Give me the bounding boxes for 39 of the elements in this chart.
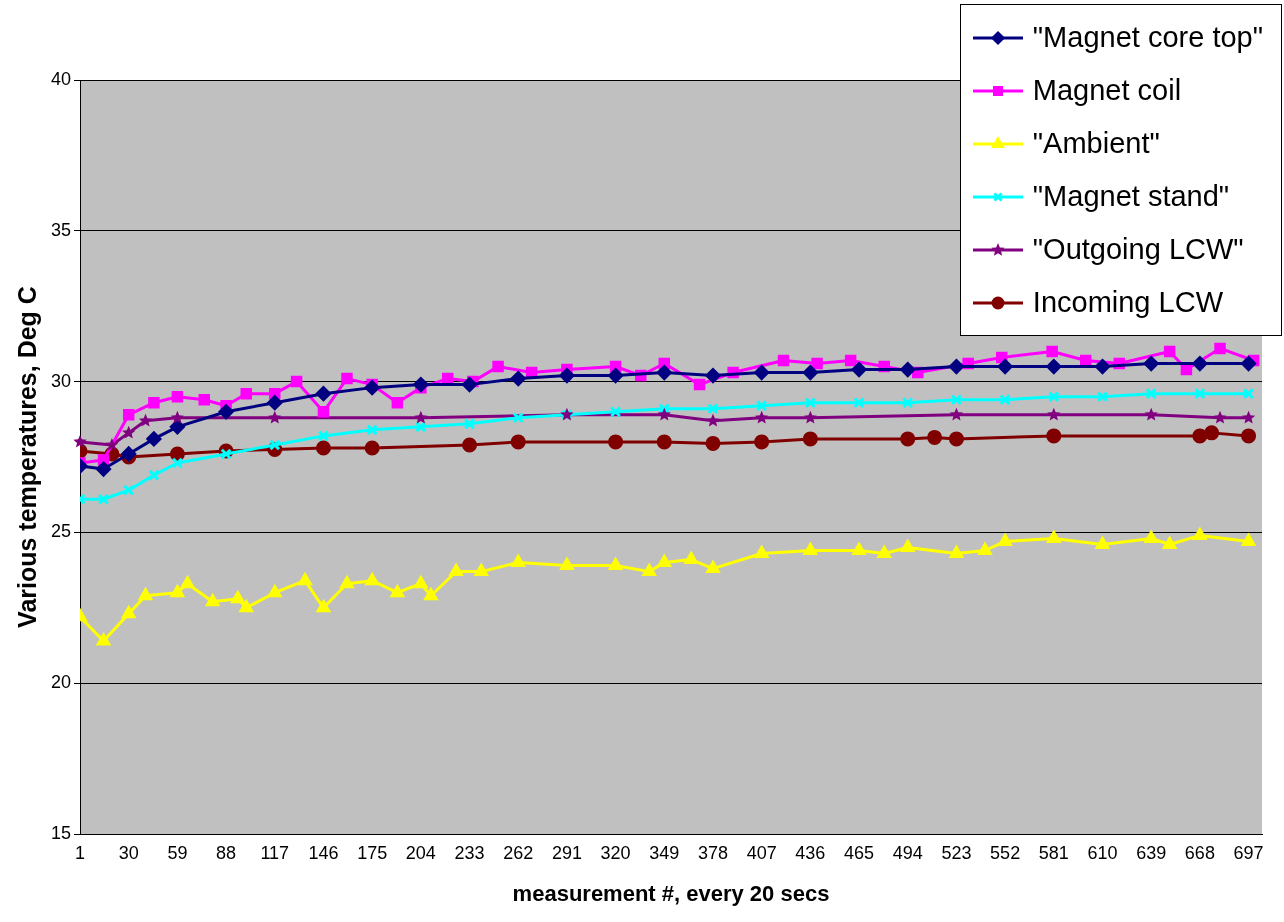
x-tick-label: 465 (844, 842, 875, 863)
y-tick-label: 35 (50, 219, 72, 240)
legend-label: "Magnet core top" (1032, 20, 1263, 55)
y-tick-label: 40 (50, 68, 72, 89)
y-tick-label: 20 (50, 672, 72, 693)
y-axis-title: Various temperatures, Deg C (12, 286, 41, 628)
x-tick-label: 378 (697, 842, 729, 863)
y-tick-label: 30 (50, 370, 72, 391)
y-tick-label: 25 (50, 521, 72, 542)
x-tick-label: 204 (405, 842, 436, 863)
legend-label: Incoming LCW (1032, 285, 1223, 320)
x-tick-label: 523 (941, 842, 972, 863)
x-tick-label: 233 (454, 842, 485, 863)
x-tick-label: 88 (216, 842, 237, 863)
x-tick-label: 59 (167, 842, 188, 863)
x-tick-label: 668 (1184, 842, 1215, 863)
x-axis-title: measurement #, every 20 secs (512, 880, 830, 906)
x-tick-label: 552 (990, 842, 1021, 863)
x-tick-label: 320 (600, 842, 631, 863)
y-tick-label: 15 (50, 822, 72, 843)
x-tick-label: 581 (1038, 842, 1069, 863)
x-tick-label: 349 (649, 842, 680, 863)
legend-label: "Outgoing LCW" (1032, 232, 1244, 267)
legend-label: "Magnet stand" (1032, 179, 1230, 214)
x-tick-label: 697 (1233, 842, 1264, 863)
x-tick-label: 146 (308, 842, 339, 863)
x-tick-label: 117 (260, 842, 290, 863)
x-tick-label: 436 (795, 842, 826, 863)
x-tick-label: 30 (118, 842, 139, 863)
x-tick-label: 262 (503, 842, 534, 863)
x-tick-label: 407 (746, 842, 777, 863)
x-tick-label: 1 (75, 842, 86, 863)
legend-label: "Ambient" (1032, 126, 1160, 161)
x-tick-label: 175 (357, 842, 388, 863)
x-tick-label: 610 (1087, 842, 1118, 863)
x-tick-label: 291 (551, 842, 582, 863)
legend-label: Magnet coil (1032, 73, 1182, 108)
x-tick-label: 639 (1136, 842, 1167, 863)
x-tick-label: 494 (892, 842, 923, 863)
